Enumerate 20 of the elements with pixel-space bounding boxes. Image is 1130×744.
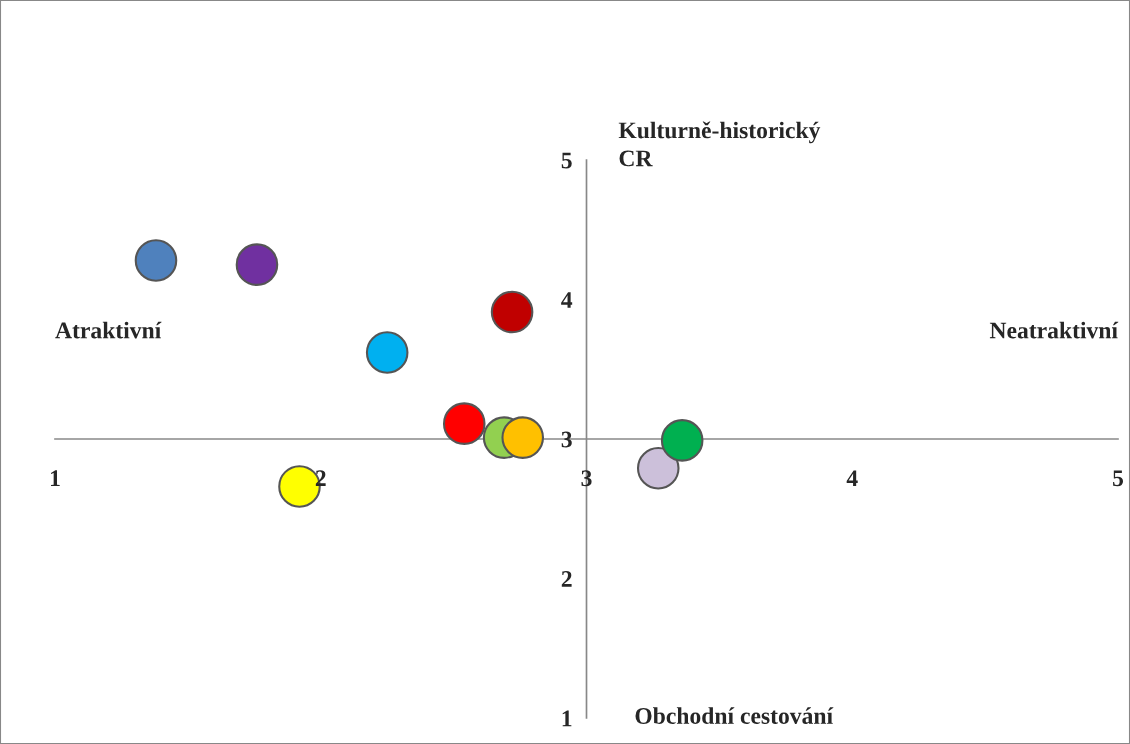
point <box>501 416 545 459</box>
x-tick-label: 3 <box>581 470 592 487</box>
point <box>134 239 178 282</box>
x-tick-label: 1 <box>50 470 60 486</box>
y-tick-label: 5 <box>561 152 572 169</box>
point <box>490 290 534 334</box>
annotation: Atraktivní <box>55 321 162 339</box>
x-tick-label: 4 <box>846 470 858 486</box>
y-tick-label: 1 <box>562 710 572 727</box>
point <box>235 243 279 286</box>
point <box>365 331 409 374</box>
annotation: Kulturně-historický CR <box>618 121 821 167</box>
annotation: Obchodní cestování <box>635 707 834 724</box>
y-tick-label: 3 <box>561 431 572 448</box>
y-tick-label: 2 <box>561 571 572 587</box>
point <box>660 419 704 462</box>
annotation: Neatraktivní <box>989 321 1119 339</box>
x-tick-label: 5 <box>1113 470 1124 487</box>
y-tick-label: 4 <box>561 292 573 308</box>
point <box>442 402 486 445</box>
